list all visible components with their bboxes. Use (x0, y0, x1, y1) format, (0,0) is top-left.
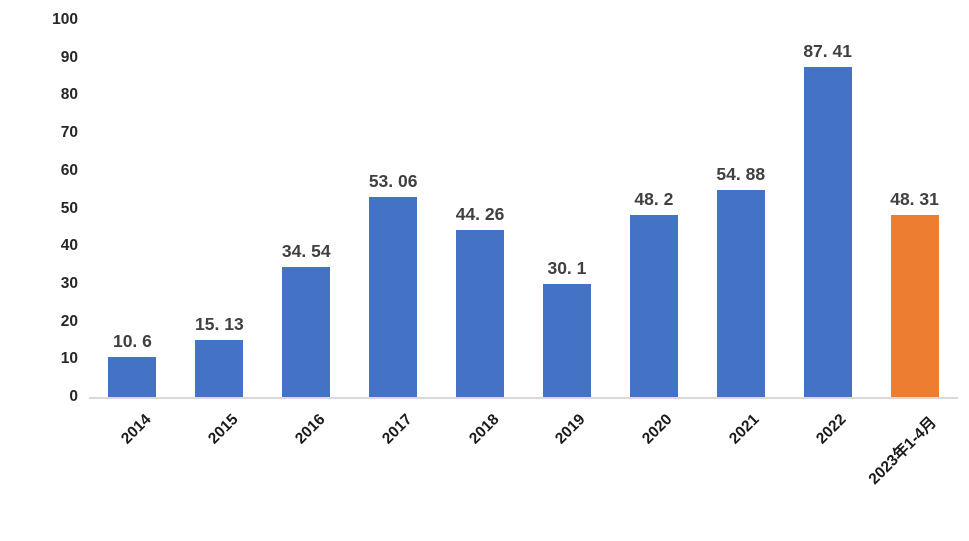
bar-2016 (282, 266, 331, 397)
bar-2020 (629, 215, 678, 397)
bar-2015 (195, 339, 244, 397)
bar-value-label: 34. 54 (281, 240, 331, 261)
x-tick-label: 2020 (639, 411, 676, 448)
bar-value-label: 48. 2 (634, 189, 674, 210)
bar-2014 (108, 357, 157, 397)
x-tick-label: 2014 (118, 411, 155, 448)
y-tick-label: 100 (52, 11, 78, 28)
x-tick-label: 2015 (204, 411, 242, 448)
x-tick-label: 2018 (465, 411, 503, 448)
y-tick-label: 40 (60, 237, 78, 255)
y-tick-label: 60 (60, 161, 78, 179)
bar-value-label: 48. 31 (890, 188, 939, 209)
x-tick-label: 2023年1-4月 (865, 413, 940, 488)
y-tick-label: 30 (60, 274, 78, 292)
x-tick-label: 2021 (726, 411, 763, 448)
y-tick-label: 20 (60, 312, 78, 330)
bar-2021 (716, 190, 765, 397)
y-tick-label: 70 (60, 124, 78, 142)
x-tick-label: 2016 (291, 411, 329, 448)
x-tick-label: 2022 (813, 411, 850, 448)
bar-2019 (542, 283, 591, 397)
bar-value-label: 53. 06 (368, 170, 418, 191)
bar-value-label: 87. 41 (803, 41, 852, 62)
bar-value-label: 54. 88 (716, 164, 766, 185)
x-axis-line (89, 397, 958, 399)
x-tick-label: 2019 (552, 411, 589, 448)
y-tick-label: 90 (60, 48, 78, 66)
bar-value-label: 44. 26 (455, 204, 505, 225)
bar-2022 (803, 67, 852, 397)
y-tick-label: 10 (60, 350, 78, 368)
bar-value-label: 15. 13 (195, 313, 244, 334)
bar-2023年1-4月 (890, 214, 939, 397)
y-tick-label: 0 (69, 388, 78, 405)
y-tick-label: 50 (60, 199, 78, 217)
bar-value-label: 10. 6 (112, 331, 152, 352)
bar-2018 (456, 230, 505, 397)
bar-value-label: 30. 1 (547, 257, 587, 278)
x-tick-label: 2017 (378, 411, 416, 448)
bar-2017 (369, 196, 418, 397)
y-tick-label: 80 (60, 86, 78, 104)
